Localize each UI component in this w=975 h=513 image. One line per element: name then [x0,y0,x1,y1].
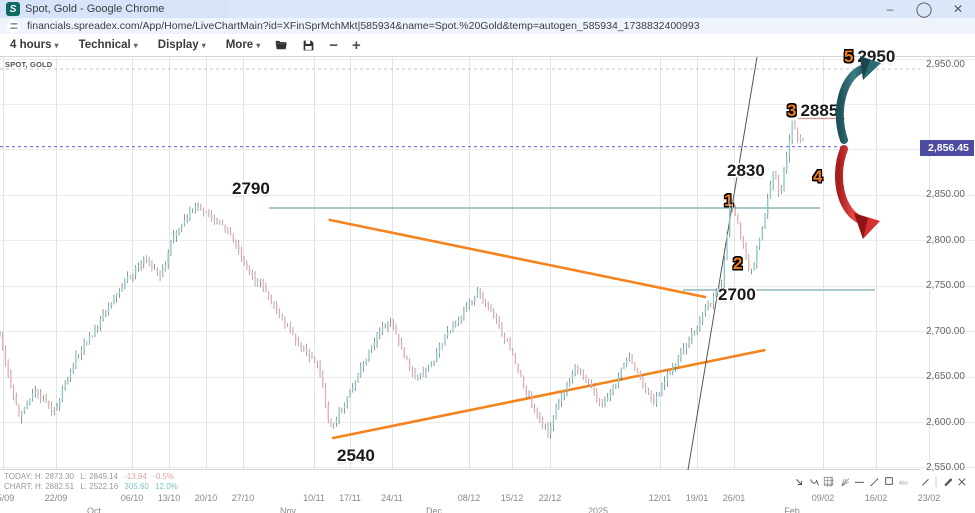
svg-text:Abc: Abc [899,481,908,487]
